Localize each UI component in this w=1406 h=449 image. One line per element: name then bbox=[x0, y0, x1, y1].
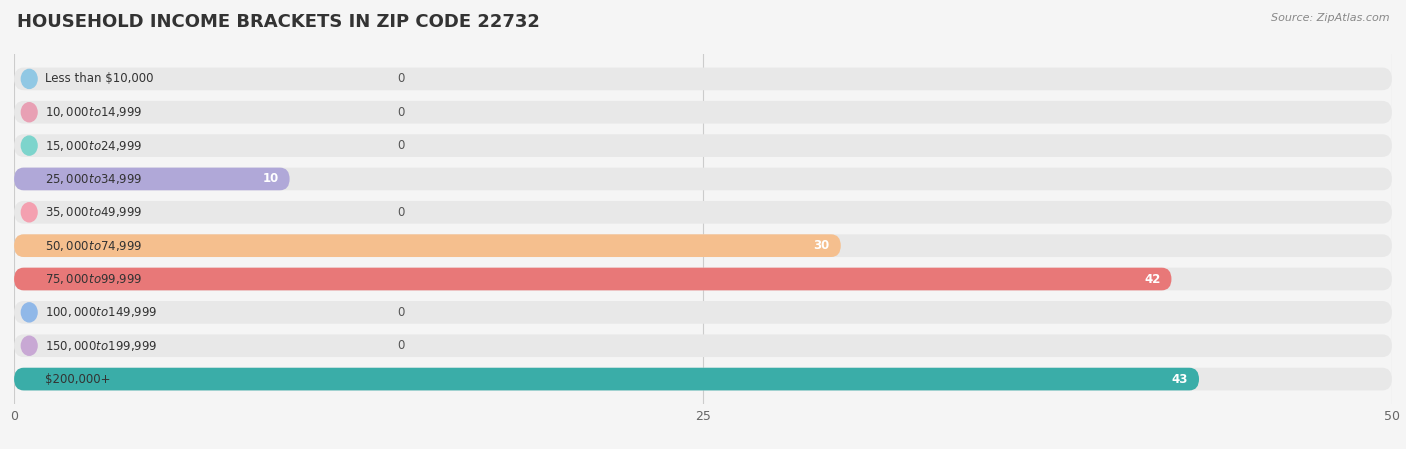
Text: $35,000 to $49,999: $35,000 to $49,999 bbox=[45, 205, 143, 219]
Circle shape bbox=[21, 103, 37, 122]
Text: Less than $10,000: Less than $10,000 bbox=[45, 72, 153, 85]
Circle shape bbox=[21, 69, 37, 88]
Text: 0: 0 bbox=[396, 106, 405, 119]
Circle shape bbox=[21, 336, 37, 355]
FancyBboxPatch shape bbox=[14, 234, 1392, 257]
Circle shape bbox=[21, 136, 37, 155]
Circle shape bbox=[21, 236, 37, 255]
Text: 10: 10 bbox=[263, 172, 278, 185]
FancyBboxPatch shape bbox=[14, 368, 1392, 391]
FancyBboxPatch shape bbox=[14, 301, 1392, 324]
Text: $25,000 to $34,999: $25,000 to $34,999 bbox=[45, 172, 143, 186]
FancyBboxPatch shape bbox=[14, 167, 1392, 190]
Text: 0: 0 bbox=[396, 306, 405, 319]
FancyBboxPatch shape bbox=[14, 268, 1171, 291]
Text: $200,000+: $200,000+ bbox=[45, 373, 111, 386]
Text: $50,000 to $74,999: $50,000 to $74,999 bbox=[45, 239, 143, 253]
Text: $150,000 to $199,999: $150,000 to $199,999 bbox=[45, 339, 157, 353]
Text: 43: 43 bbox=[1171, 373, 1188, 386]
Text: $10,000 to $14,999: $10,000 to $14,999 bbox=[45, 105, 143, 119]
Text: $75,000 to $99,999: $75,000 to $99,999 bbox=[45, 272, 143, 286]
Text: 0: 0 bbox=[396, 72, 405, 85]
FancyBboxPatch shape bbox=[14, 368, 1199, 391]
FancyBboxPatch shape bbox=[14, 101, 1392, 123]
Text: $15,000 to $24,999: $15,000 to $24,999 bbox=[45, 139, 143, 153]
FancyBboxPatch shape bbox=[14, 234, 841, 257]
Circle shape bbox=[21, 303, 37, 322]
FancyBboxPatch shape bbox=[14, 67, 1392, 90]
Text: $100,000 to $149,999: $100,000 to $149,999 bbox=[45, 305, 157, 319]
Text: 0: 0 bbox=[396, 139, 405, 152]
FancyBboxPatch shape bbox=[14, 268, 1392, 291]
Circle shape bbox=[21, 370, 37, 389]
Circle shape bbox=[21, 269, 37, 289]
Circle shape bbox=[21, 169, 37, 189]
Text: HOUSEHOLD INCOME BRACKETS IN ZIP CODE 22732: HOUSEHOLD INCOME BRACKETS IN ZIP CODE 22… bbox=[17, 13, 540, 31]
Text: 0: 0 bbox=[396, 206, 405, 219]
FancyBboxPatch shape bbox=[14, 134, 1392, 157]
Text: 30: 30 bbox=[814, 239, 830, 252]
Text: 0: 0 bbox=[396, 339, 405, 352]
FancyBboxPatch shape bbox=[14, 201, 1392, 224]
FancyBboxPatch shape bbox=[14, 335, 1392, 357]
FancyBboxPatch shape bbox=[14, 167, 290, 190]
Text: 42: 42 bbox=[1144, 273, 1160, 286]
Circle shape bbox=[21, 203, 37, 222]
Text: Source: ZipAtlas.com: Source: ZipAtlas.com bbox=[1271, 13, 1389, 23]
